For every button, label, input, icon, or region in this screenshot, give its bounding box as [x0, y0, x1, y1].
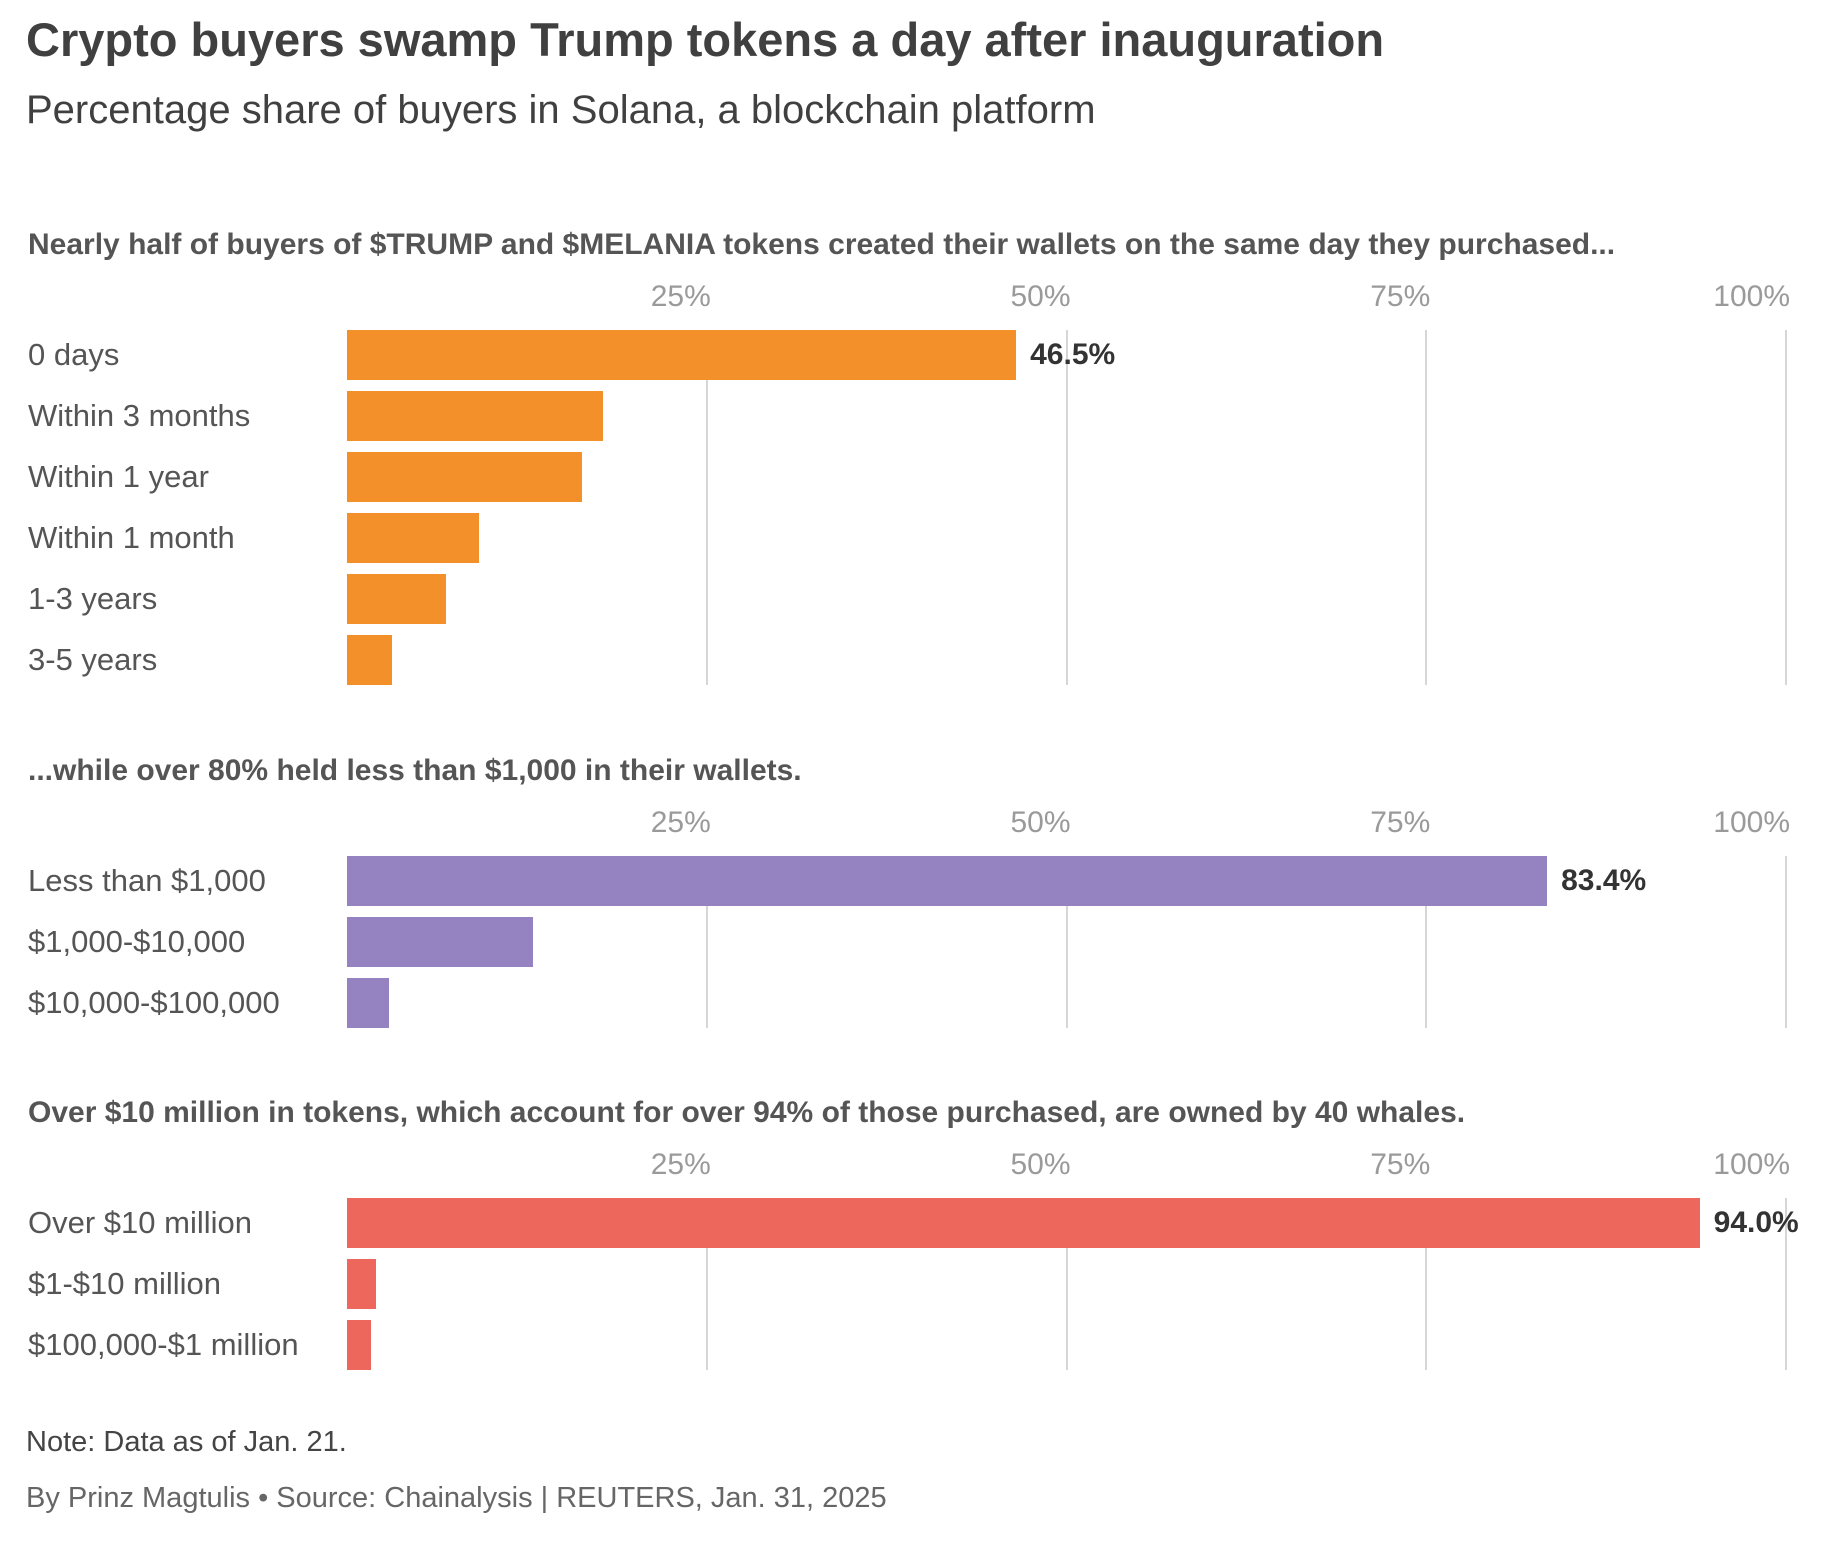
bar	[347, 452, 582, 502]
tick-label: 100%	[1713, 280, 1790, 313]
chart-title: Crypto buyers swamp Trump tokens a day a…	[26, 13, 1385, 66]
data-label: 83.4%	[1561, 864, 1647, 897]
gridline	[1065, 856, 1068, 1028]
tick-label: 25%	[650, 806, 711, 839]
data-label: 46.5%	[1030, 338, 1116, 371]
gridline	[1425, 1198, 1428, 1370]
bar	[347, 978, 389, 1028]
bar	[347, 856, 1548, 906]
category-label: Within 3 months	[28, 398, 251, 433]
category-label: 1-3 years	[28, 581, 158, 616]
gridline	[705, 330, 708, 685]
chart-subtitle: Percentage share of buyers in Solana, a …	[26, 88, 1096, 132]
bar	[347, 513, 480, 563]
tick-label: 50%	[1010, 280, 1071, 313]
gridline	[705, 1198, 708, 1370]
category-label: Less than $1,000	[28, 863, 266, 898]
gridline	[1065, 1198, 1068, 1370]
bar	[347, 1320, 372, 1370]
category-label: Within 1 year	[28, 459, 209, 494]
panel-title: ...while over 80% held less than $1,000 …	[28, 754, 802, 787]
bar	[347, 330, 1017, 380]
bar	[347, 391, 604, 441]
category-label: $10,000-$100,000	[28, 985, 280, 1020]
gridline	[1785, 1198, 1787, 1370]
gridline	[1065, 330, 1068, 685]
byline: By Prinz Magtulis • Source: Chainalysis …	[26, 1482, 887, 1514]
tick-label: 100%	[1713, 1148, 1790, 1181]
bar	[347, 1259, 376, 1309]
tick-label: 75%	[1370, 806, 1431, 839]
tick-label: 25%	[650, 1148, 711, 1181]
tick-label: 25%	[650, 280, 711, 313]
bar	[347, 917, 533, 967]
panel-title: Over $10 million in tokens, which accoun…	[28, 1096, 1466, 1129]
category-label: 3-5 years	[28, 642, 158, 677]
tick-label: 100%	[1713, 806, 1790, 839]
bar	[347, 574, 447, 624]
tick-label: 75%	[1370, 1148, 1431, 1181]
gridline	[1425, 330, 1428, 685]
bar	[347, 635, 392, 685]
category-label: $1-$10 million	[28, 1266, 221, 1301]
category-label: 0 days	[28, 337, 120, 372]
category-label: $1,000-$10,000	[28, 924, 246, 959]
tick-label: 50%	[1010, 1148, 1071, 1181]
category-label: Over $10 million	[28, 1205, 252, 1240]
note: Note: Data as of Jan. 21.	[26, 1426, 347, 1458]
panel-title: Nearly half of buyers of $TRUMP and $MEL…	[28, 228, 1616, 261]
gridline	[1425, 856, 1428, 1028]
gridline	[705, 856, 708, 1028]
tick-label: 75%	[1370, 280, 1431, 313]
gridline	[1785, 330, 1787, 685]
gridline	[1785, 856, 1787, 1028]
category-label: Within 1 month	[28, 520, 235, 555]
tick-label: 50%	[1010, 806, 1071, 839]
data-label: 94.0%	[1713, 1206, 1799, 1239]
category-label: $100,000-$1 million	[28, 1327, 299, 1362]
bar	[347, 1198, 1700, 1248]
